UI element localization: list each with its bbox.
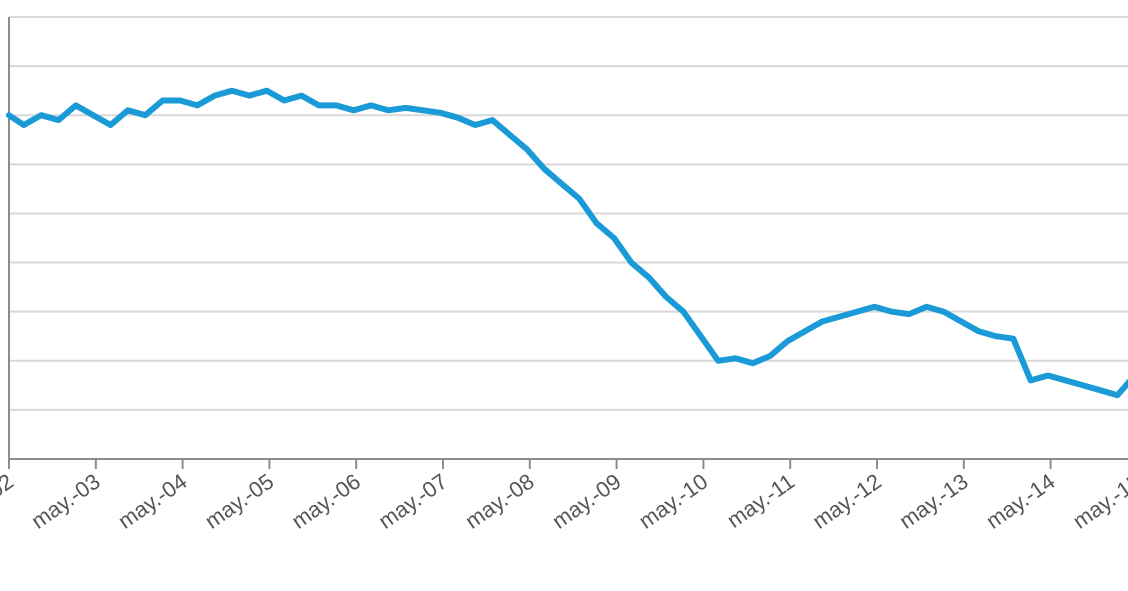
axes — [8, 17, 1128, 469]
x-tick-label: may.-08 — [461, 469, 539, 534]
x-tick-label: may.-03 — [27, 469, 105, 534]
x-tick-label: may.-02 — [0, 469, 18, 534]
x-tick-label: may.-15 — [1068, 469, 1128, 534]
series-layer — [6, 87, 1128, 399]
gridlines — [9, 16, 1128, 411]
x-tick-label: may.-10 — [634, 469, 712, 534]
x-tick-label: may.-07 — [374, 469, 452, 534]
x-tick-label: may.-06 — [287, 469, 365, 534]
x-tick-label: may.-14 — [981, 469, 1059, 534]
x-tick-label: may.-11 — [722, 469, 799, 533]
x-tick-label: may.-04 — [113, 469, 191, 534]
x-tick-label: may.-12 — [808, 469, 886, 534]
x-tick-label: may.-13 — [895, 469, 973, 534]
series-line — [6, 87, 1128, 399]
x-tick-label: may.-05 — [200, 469, 278, 534]
x-tick-labels: may.-02 may.-03 may.-04 may.-05 may.-06 may.-… — [0, 469, 1128, 534]
x-tick-label: may.-09 — [547, 469, 625, 534]
